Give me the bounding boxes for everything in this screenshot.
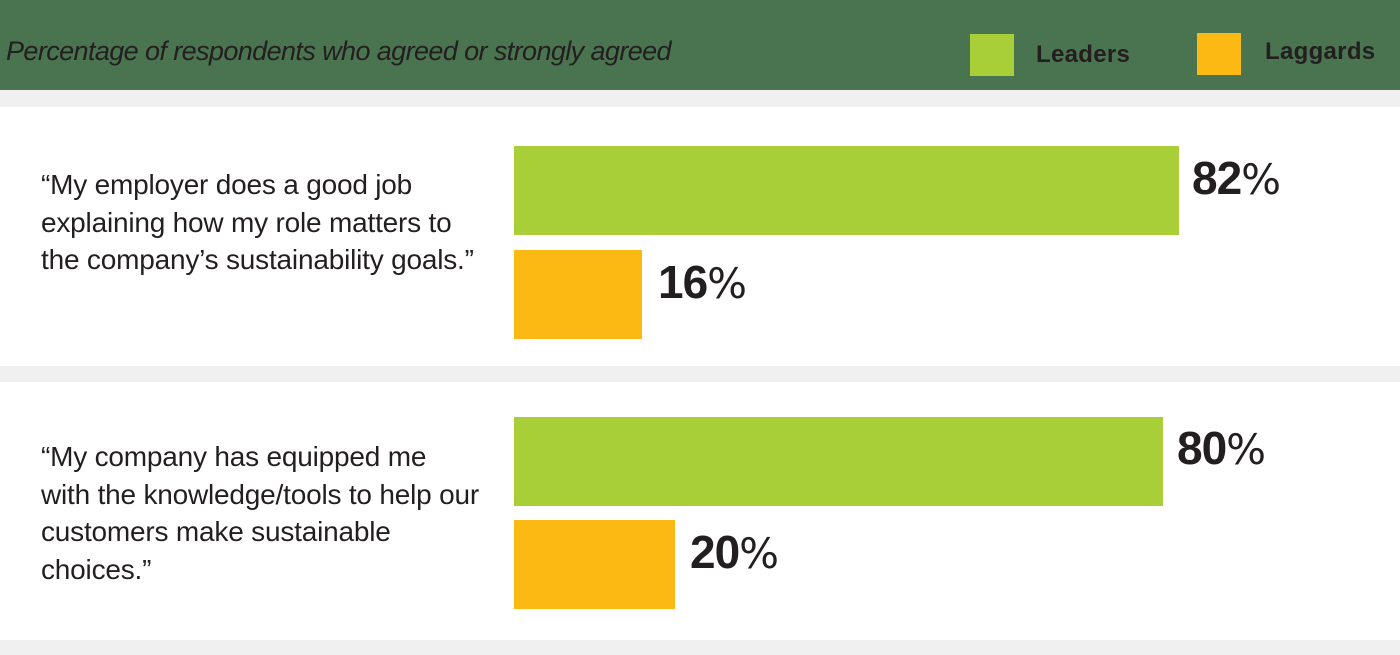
value-laggards-1: 16% bbox=[658, 256, 747, 308]
question-text-2: “My company has equipped me with the kno… bbox=[41, 441, 479, 585]
divider-strip bbox=[0, 366, 1400, 382]
legend-swatch-laggards bbox=[1197, 33, 1241, 75]
value-laggards-2: 20% bbox=[690, 526, 779, 578]
question-panel-1: “My employer does a good job explaining … bbox=[0, 107, 1400, 366]
legend-label-laggards: Laggards bbox=[1265, 38, 1376, 65]
legend-label-leaders: Leaders bbox=[1036, 41, 1131, 68]
chart-subtitle: Percentage of respondents who agreed or … bbox=[6, 36, 672, 66]
chart-header: Percentage of respondents who agreed or … bbox=[0, 0, 1400, 90]
bar-leaders-2 bbox=[514, 417, 1163, 506]
legend-swatch-leaders bbox=[970, 34, 1014, 76]
bar-laggards-1 bbox=[514, 250, 642, 339]
value-leaders-1: 82% bbox=[1192, 152, 1281, 204]
divider-strip bbox=[0, 90, 1400, 107]
legend-item-leaders: Leaders bbox=[970, 34, 1130, 76]
divider-strip bbox=[0, 640, 1400, 655]
question-text-1: “My employer does a good job explaining … bbox=[41, 169, 474, 275]
value-leaders-2: 80% bbox=[1177, 422, 1266, 474]
question-panel-2: “My company has equipped me with the kno… bbox=[0, 382, 1400, 640]
bar-laggards-2 bbox=[514, 520, 675, 609]
bar-leaders-1 bbox=[514, 146, 1179, 235]
legend-item-laggards: Laggards bbox=[1197, 33, 1375, 75]
